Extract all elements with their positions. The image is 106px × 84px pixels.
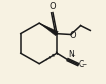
Text: −: − [81, 61, 86, 66]
Text: O: O [49, 2, 56, 11]
Text: +: + [70, 53, 75, 58]
Text: C: C [79, 60, 84, 69]
Text: O: O [70, 31, 77, 40]
Text: N: N [68, 50, 74, 59]
Polygon shape [39, 23, 58, 36]
